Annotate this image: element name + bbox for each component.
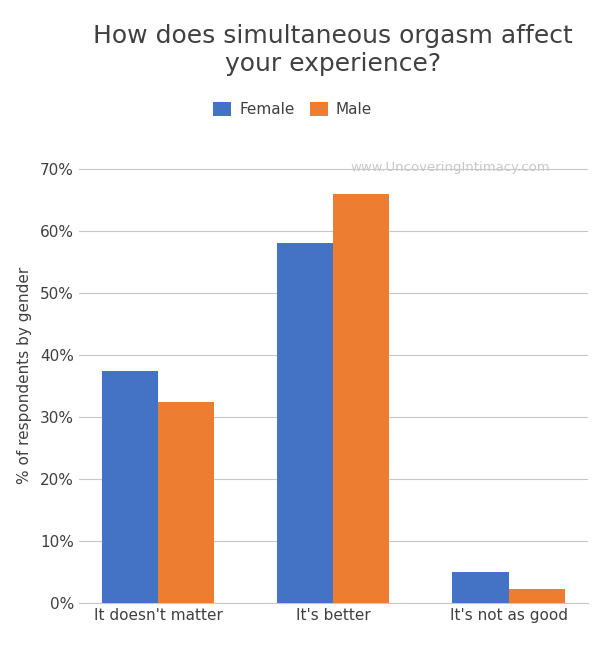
- Bar: [158, 401, 214, 603]
- Y-axis label: % of respondents by gender: % of respondents by gender: [16, 267, 32, 484]
- Bar: [333, 194, 390, 603]
- Legend: Female, Male: Female, Male: [207, 96, 378, 123]
- Bar: [277, 243, 333, 603]
- Bar: [508, 590, 565, 603]
- Bar: [102, 371, 158, 603]
- Text: www.UncoveringIntimacy.com: www.UncoveringIntimacy.com: [350, 161, 550, 174]
- Bar: [453, 572, 508, 603]
- Title: How does simultaneous orgasm affect
your experience?: How does simultaneous orgasm affect your…: [93, 24, 573, 76]
